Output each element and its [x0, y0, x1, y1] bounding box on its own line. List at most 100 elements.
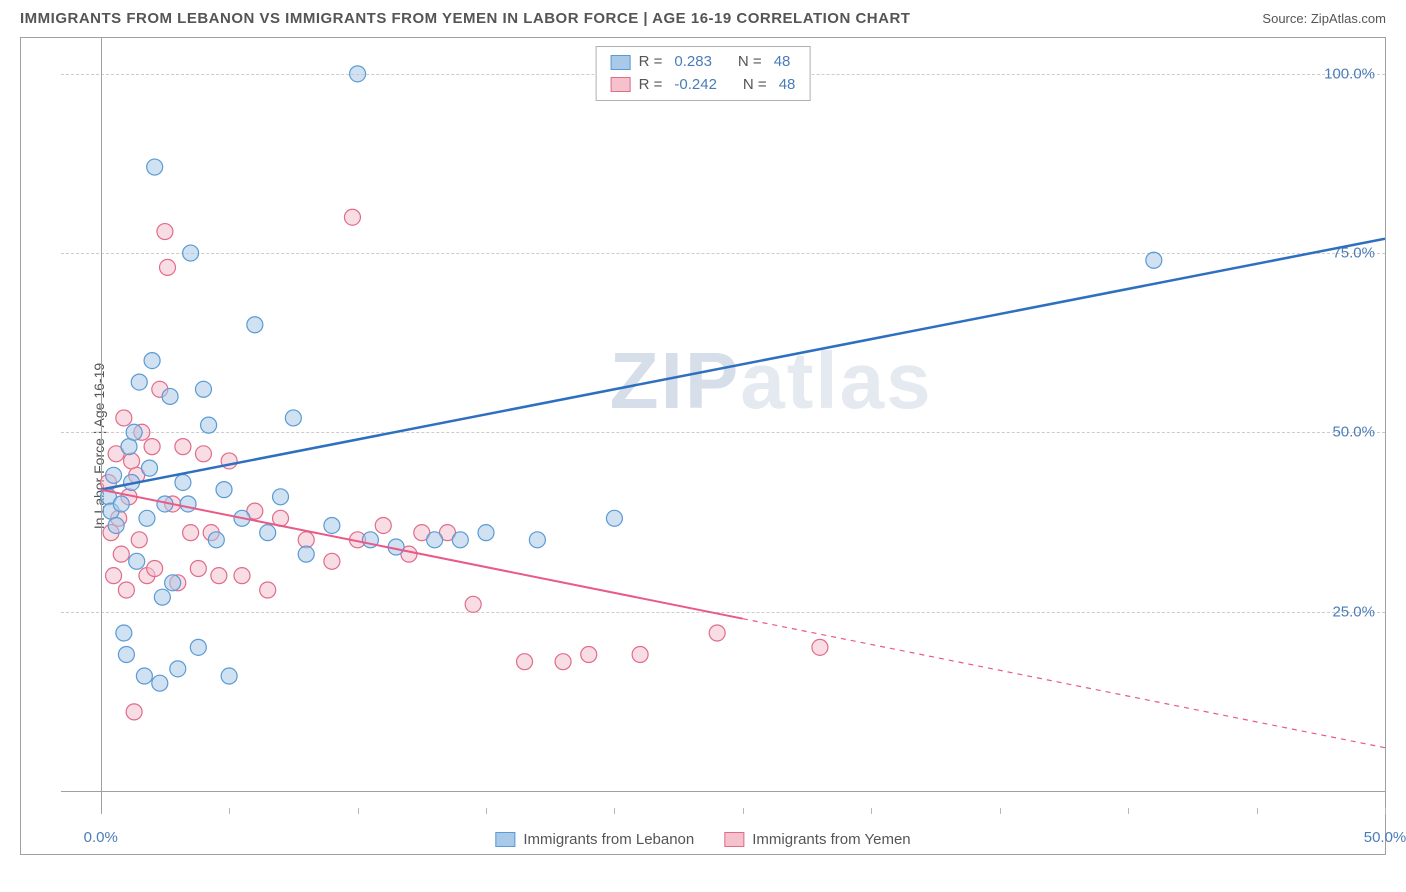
- data-point: [273, 489, 289, 505]
- data-point: [131, 532, 147, 548]
- n-label: N =: [738, 51, 762, 74]
- data-point: [465, 596, 481, 612]
- chart-header: IMMIGRANTS FROM LEBANON VS IMMIGRANTS FR…: [0, 0, 1406, 32]
- data-point: [165, 575, 181, 591]
- legend-item-yemen: Immigrants from Yemen: [724, 831, 910, 848]
- data-point: [160, 259, 176, 275]
- data-point: [478, 525, 494, 541]
- data-point: [298, 546, 314, 562]
- data-point: [106, 467, 122, 483]
- data-point: [126, 424, 142, 440]
- legend-swatch-lebanon: [611, 55, 631, 70]
- data-point: [190, 560, 206, 576]
- data-point: [113, 546, 129, 562]
- legend-swatch-yemen: [724, 832, 744, 847]
- r-value-lebanon: 0.283: [674, 51, 712, 74]
- source-citation: Source: ZipAtlas.com: [1262, 11, 1386, 26]
- x-tick-label: 0.0%: [84, 829, 118, 846]
- legend-item-lebanon: Immigrants from Lebanon: [495, 831, 694, 848]
- data-point: [190, 639, 206, 655]
- data-point: [139, 510, 155, 526]
- legend-swatch-lebanon: [495, 832, 515, 847]
- regression-line: [101, 239, 1385, 490]
- data-point: [221, 668, 237, 684]
- data-point: [709, 625, 725, 641]
- data-point: [180, 496, 196, 512]
- chart-title: IMMIGRANTS FROM LEBANON VS IMMIGRANTS FR…: [20, 10, 910, 27]
- data-point: [116, 410, 132, 426]
- x-tick-label: 50.0%: [1364, 829, 1406, 846]
- data-point: [183, 245, 199, 261]
- data-point: [1146, 252, 1162, 268]
- data-point: [124, 453, 140, 469]
- data-point: [106, 568, 122, 584]
- data-point: [606, 510, 622, 526]
- data-point: [126, 704, 142, 720]
- source-value: ZipAtlas.com: [1311, 11, 1386, 26]
- data-point: [136, 668, 152, 684]
- data-point: [144, 353, 160, 369]
- data-point: [581, 647, 597, 663]
- data-point: [211, 568, 227, 584]
- data-point: [260, 525, 276, 541]
- chart-container: In Labor Force | Age 16-19 ZIPatlas R = …: [20, 37, 1386, 855]
- data-point: [162, 388, 178, 404]
- data-point: [183, 525, 199, 541]
- data-point: [517, 654, 533, 670]
- legend-label-lebanon: Immigrants from Lebanon: [523, 831, 694, 848]
- data-point: [131, 374, 147, 390]
- data-point: [529, 532, 545, 548]
- scatter-plot: [61, 38, 1385, 814]
- n-value-lebanon: 48: [774, 51, 791, 74]
- regression-line: [743, 619, 1385, 748]
- data-point: [147, 560, 163, 576]
- series-legend: Immigrants from Lebanon Immigrants from …: [495, 831, 910, 848]
- correlation-legend: R = 0.283 N = 48 R = -0.242 N = 48: [596, 46, 811, 101]
- data-point: [350, 66, 366, 82]
- data-point: [157, 224, 173, 240]
- data-point: [298, 532, 314, 548]
- n-label: N =: [743, 74, 767, 97]
- r-value-yemen: -0.242: [674, 74, 717, 97]
- data-point: [118, 582, 134, 598]
- r-label: R =: [639, 51, 663, 74]
- data-point: [375, 517, 391, 533]
- data-point: [234, 568, 250, 584]
- data-point: [247, 317, 263, 333]
- legend-row-yemen: R = -0.242 N = 48: [611, 74, 796, 97]
- data-point: [324, 553, 340, 569]
- data-point: [170, 661, 186, 677]
- data-point: [144, 439, 160, 455]
- data-point: [195, 381, 211, 397]
- data-point: [113, 496, 129, 512]
- data-point: [344, 209, 360, 225]
- data-point: [452, 532, 468, 548]
- data-point: [324, 517, 340, 533]
- regression-line: [101, 490, 743, 619]
- data-point: [632, 647, 648, 663]
- legend-row-lebanon: R = 0.283 N = 48: [611, 51, 796, 74]
- data-point: [142, 460, 158, 476]
- data-point: [201, 417, 217, 433]
- data-point: [118, 647, 134, 663]
- data-point: [175, 439, 191, 455]
- data-point: [147, 159, 163, 175]
- source-label: Source:: [1262, 11, 1307, 26]
- data-point: [116, 625, 132, 641]
- data-point: [285, 410, 301, 426]
- r-label: R =: [639, 74, 663, 97]
- data-point: [175, 474, 191, 490]
- data-point: [152, 675, 168, 691]
- data-point: [427, 532, 443, 548]
- data-point: [216, 482, 232, 498]
- legend-label-yemen: Immigrants from Yemen: [752, 831, 910, 848]
- data-point: [812, 639, 828, 655]
- data-point: [195, 446, 211, 462]
- data-point: [121, 439, 137, 455]
- legend-swatch-yemen: [611, 77, 631, 92]
- data-point: [154, 589, 170, 605]
- data-point: [555, 654, 571, 670]
- data-point: [208, 532, 224, 548]
- data-point: [129, 553, 145, 569]
- data-point: [260, 582, 276, 598]
